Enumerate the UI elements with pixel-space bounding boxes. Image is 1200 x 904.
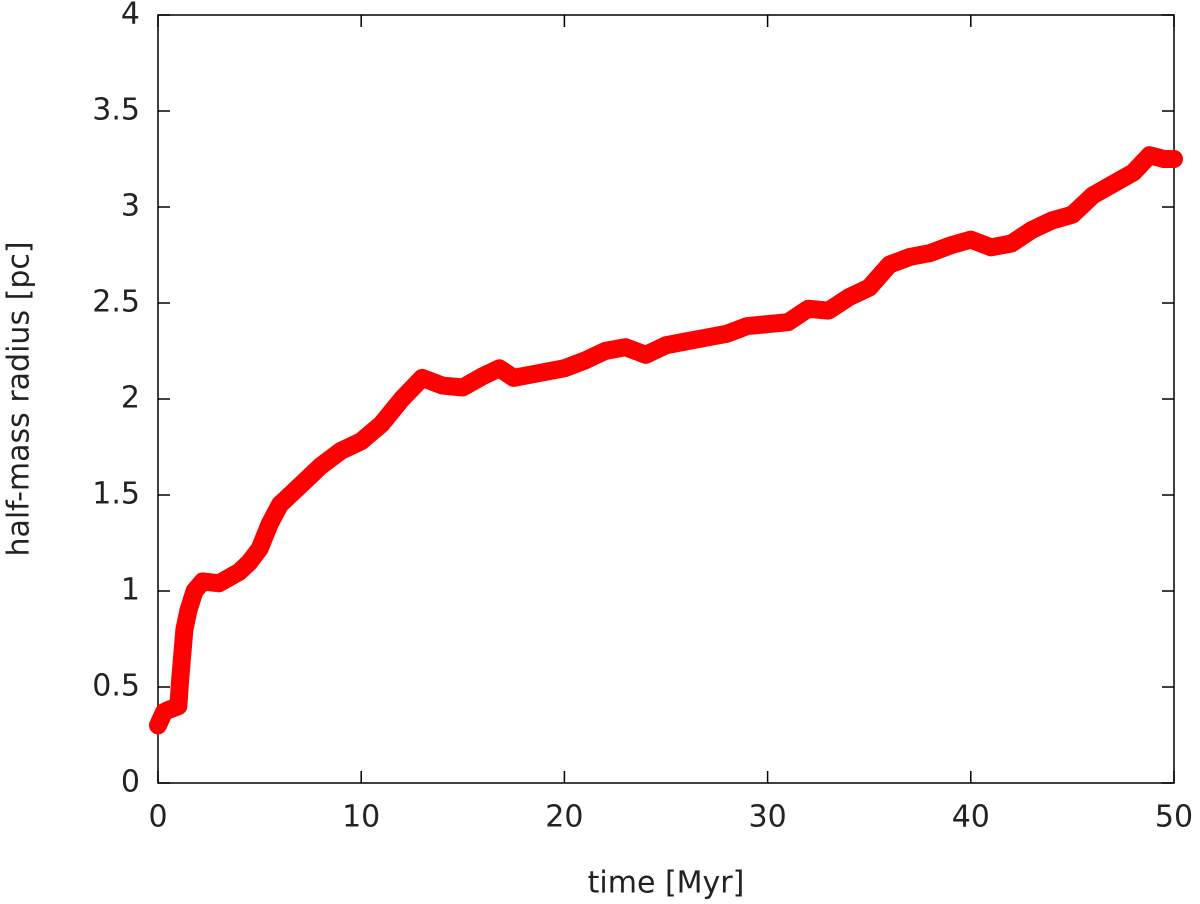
x-tick-label: 20 <box>545 800 583 835</box>
y-tick-label: 3 <box>121 189 140 224</box>
y-tick-label: 1.5 <box>92 477 140 512</box>
data-line <box>149 146 1183 735</box>
x-tick-label: 10 <box>342 800 380 835</box>
y-tick-label: 2.5 <box>92 285 140 320</box>
x-tick-label: 30 <box>749 800 787 835</box>
y-tick-label: 1 <box>121 573 140 608</box>
x-tick-label: 40 <box>952 800 990 835</box>
y-axis-label: half-mass radius [pc] <box>2 241 37 556</box>
y-tick-label: 0.5 <box>92 669 140 704</box>
plot-frame <box>157 14 1175 784</box>
y-tick-label: 2 <box>121 381 140 416</box>
y-tick-label: 4 <box>121 0 140 32</box>
x-axis-label: time [Myr] <box>588 866 745 901</box>
y-tick-label: 0 <box>121 765 140 800</box>
x-tick-label: 50 <box>1155 800 1193 835</box>
y-tick-label: 3.5 <box>92 93 140 128</box>
x-tick-label: 0 <box>148 800 167 835</box>
